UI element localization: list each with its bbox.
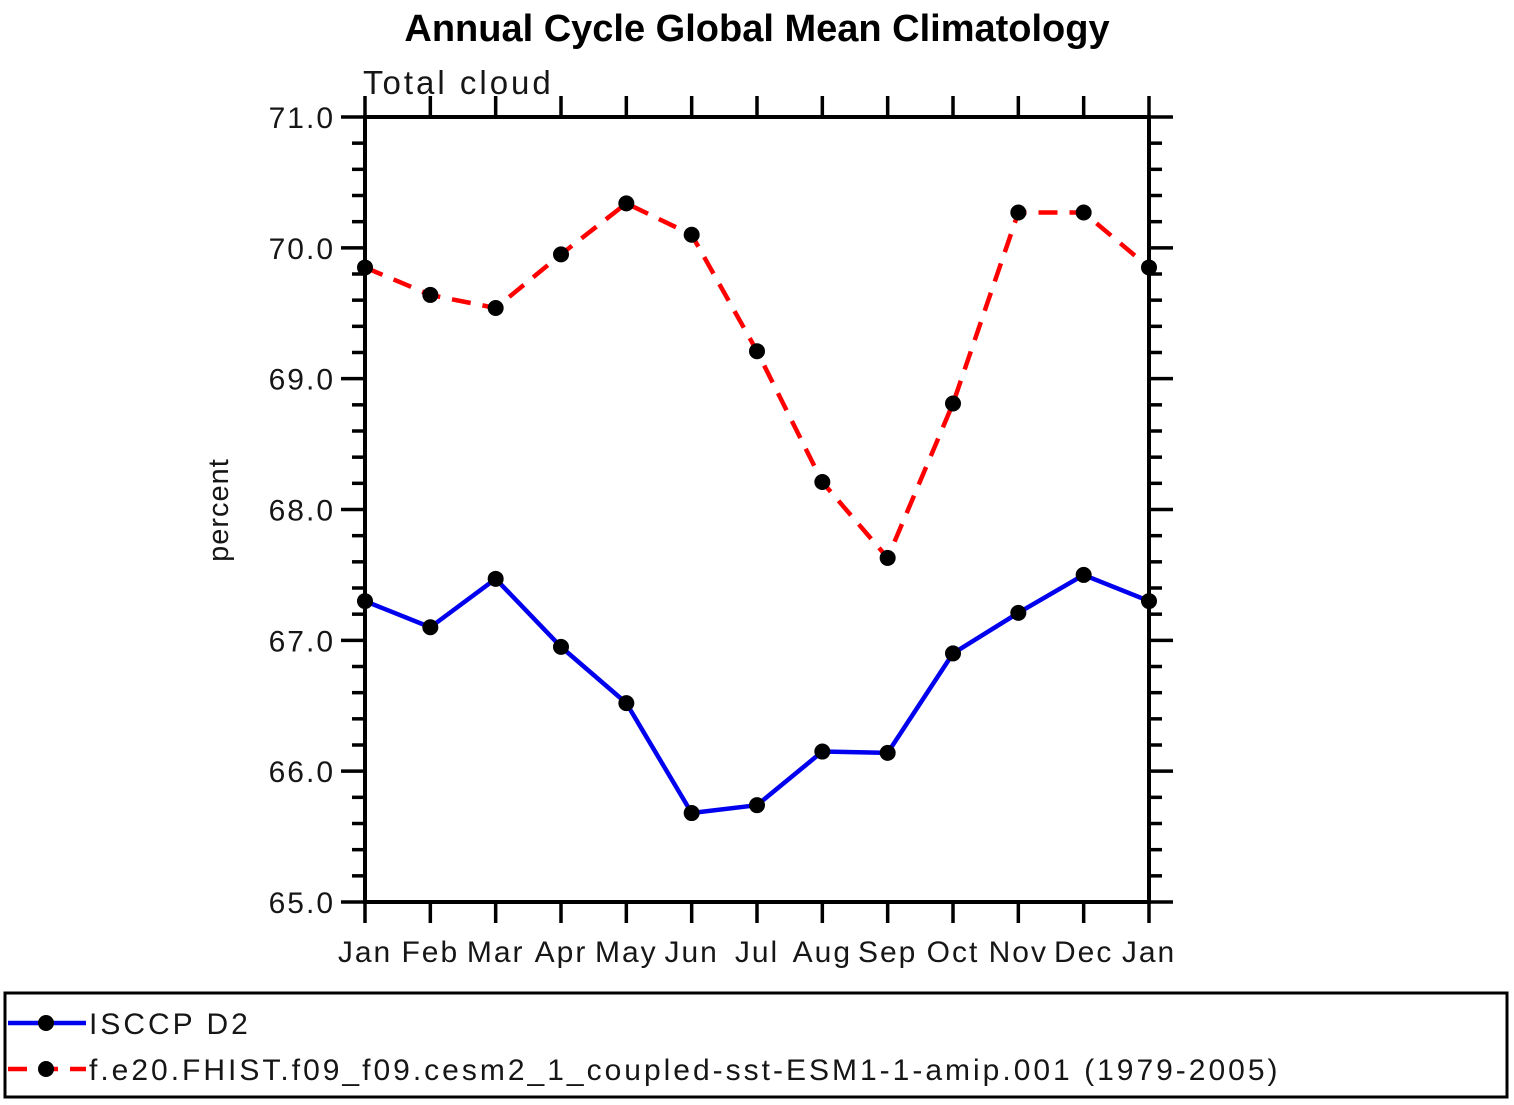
plot-axes: 65.0 66.0 67.0 68.0 69.0 70.0 71.0 Jan Feb Mar Apr… <box>269 96 1176 969</box>
data-point-marker <box>487 570 504 587</box>
x-tick-label: Jan <box>338 936 392 969</box>
chart-subtitle: Total cloud <box>363 64 554 101</box>
x-tick-label: Apr <box>535 936 588 969</box>
x-tick-label: Oct <box>927 936 980 969</box>
data-point-marker <box>1010 204 1027 221</box>
legend-marker-dashed <box>38 1061 54 1077</box>
data-point-marker <box>553 246 569 263</box>
legend: ISCCP D2 f.e20.FHIST.f09_f09.cesm2_1_cou… <box>3 991 1509 1099</box>
y-tick-label: 68.0 <box>269 495 335 528</box>
chart-title: Annual Cycle Global Mean Climatology <box>404 8 1109 50</box>
data-point-marker <box>683 226 700 243</box>
data-point-marker <box>422 286 439 303</box>
data-point-marker <box>1010 604 1027 621</box>
x-tick-label: Jul <box>735 936 779 969</box>
data-point-marker <box>879 549 896 566</box>
data-point-marker <box>879 744 896 761</box>
y-tick-label: 65.0 <box>269 887 335 920</box>
legend-label-isccp-d2: ISCCP D2 <box>89 1008 251 1041</box>
data-point-marker <box>749 797 765 814</box>
data-point-marker <box>618 695 635 712</box>
x-tick-label: Jan <box>1122 936 1176 969</box>
x-tick-label: Nov <box>989 936 1048 969</box>
series-line <box>364 572 1150 816</box>
data-point-marker <box>749 343 765 360</box>
data-point-marker <box>1075 204 1092 221</box>
data-point-marker <box>814 474 831 491</box>
x-tick-label: Aug <box>793 936 852 969</box>
x-tick-label: Sep <box>858 936 917 969</box>
x-tick-label: Feb <box>401 936 459 969</box>
legend-box <box>3 991 1509 1099</box>
data-point-marker <box>422 619 439 636</box>
x-tick-label: Mar <box>467 936 525 969</box>
data-point-marker <box>945 395 961 412</box>
data-point-marker <box>553 638 569 655</box>
legend-marker-solid <box>38 1015 54 1031</box>
plot-frame <box>363 115 1151 904</box>
y-tick-label: 71.0 <box>269 102 335 135</box>
y-tick-label: 67.0 <box>269 625 335 658</box>
data-point-marker <box>357 593 373 610</box>
y-axis-title: percent <box>203 458 235 562</box>
data-point-marker <box>1141 259 1157 276</box>
data-point-marker <box>683 805 700 822</box>
data-point-marker <box>1141 593 1157 610</box>
x-tick-label: Jun <box>664 936 718 969</box>
series-line <box>364 201 1151 561</box>
x-tick-label: Dec <box>1054 936 1113 969</box>
data-series <box>357 195 1157 822</box>
data-point-marker <box>487 300 504 317</box>
data-point-marker <box>945 645 961 662</box>
data-point-marker <box>814 743 831 760</box>
data-point-marker <box>357 259 373 276</box>
y-tick-label: 70.0 <box>269 233 335 266</box>
legend-label-model-run: f.e20.FHIST.f09_f09.cesm2_1_coupled-sst-… <box>89 1054 1281 1087</box>
y-tick-label: 69.0 <box>269 364 335 397</box>
data-point-marker <box>1075 566 1092 583</box>
x-tick-label: May <box>595 936 658 969</box>
data-point-marker <box>618 195 635 212</box>
y-tick-label: 66.0 <box>269 756 335 789</box>
